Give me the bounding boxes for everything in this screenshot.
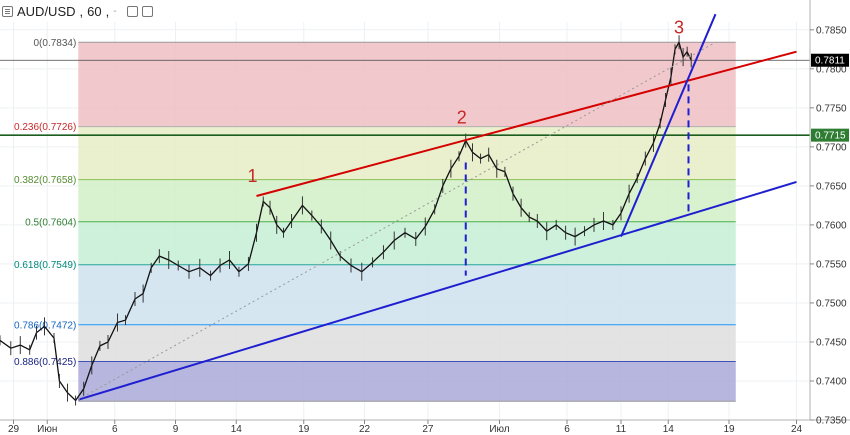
price-tick-label: 0.7800 — [816, 64, 847, 75]
trendline-dotted-gray — [78, 41, 716, 401]
price-tick-label: 0.7350 — [816, 416, 847, 427]
box-icon[interactable] — [126, 5, 138, 17]
time-tick-label: 14 — [231, 424, 243, 435]
price-badge-label: 0.7715 — [815, 131, 846, 142]
price-badge-label: 0.7811 — [815, 56, 845, 67]
symbol-label[interactable]: AUD/USD — [17, 3, 76, 19]
fib-zone — [78, 221, 736, 265]
price-tick-label: 0.7850 — [816, 25, 847, 36]
price-badge — [811, 53, 849, 67]
time-tick-label: 14 — [663, 424, 675, 435]
fib-level-label: 0.5(0.7604) — [25, 217, 76, 228]
time-tick-label: 19 — [298, 424, 310, 435]
price-tick-label: 0.7700 — [816, 142, 847, 153]
trendline-red-channel — [256, 50, 797, 197]
fib-zone — [78, 361, 736, 402]
trendline-blue-steep — [620, 13, 717, 237]
price-badge — [811, 128, 849, 142]
price-tick-label: 0.7600 — [816, 220, 847, 231]
time-tick-label: 27 — [422, 424, 434, 435]
interval-separator: , — [105, 3, 110, 19]
price-tick-label: 0.7550 — [816, 259, 847, 270]
fib-level-label: 0(0.7834) — [33, 38, 76, 49]
time-tick-label: 11 — [616, 424, 627, 435]
price-axis-bg — [810, 0, 850, 435]
time-tick-label: 29 — [8, 424, 20, 435]
time-tick-label: Июн — [37, 424, 57, 435]
time-tick-label: 6 — [112, 424, 118, 435]
symbol-separator: , — [79, 3, 84, 19]
interval-label[interactable]: 60 — [87, 3, 102, 19]
trendlines — [0, 13, 810, 401]
time-tick-label: 22 — [359, 424, 371, 435]
fib-level-label: 0.382(0.7658) — [14, 175, 76, 186]
price-tick-label: 0.7400 — [816, 376, 847, 387]
fib-zone — [78, 264, 736, 325]
time-tick-label: 9 — [173, 424, 179, 435]
menu-icon[interactable] — [2, 5, 13, 17]
fib-level-label: 0.618(0.7549) — [14, 260, 76, 271]
fib-zone — [78, 324, 736, 362]
time-tick-label: 19 — [723, 424, 735, 435]
chart-toolbar: AUD/USD, 60, - — [2, 2, 153, 20]
box-icon[interactable] — [141, 5, 153, 17]
fib-level-label: 0.786(0.7472) — [14, 320, 76, 331]
interval-dropdown[interactable]: - — [113, 5, 117, 17]
time-tick-label: 24 — [791, 424, 803, 435]
fib-level-label: 0.886(0.7425) — [14, 357, 76, 368]
time-tick-label: Июл — [489, 424, 509, 435]
fib-zone — [78, 42, 736, 127]
time-tick-label: 6 — [564, 424, 570, 435]
price-tick-label: 0.7450 — [816, 337, 847, 348]
price-tick-label: 0.7750 — [816, 103, 847, 114]
wave-label-2: 2 — [457, 107, 467, 127]
wave-labels: 1 2 3 — [247, 18, 684, 186]
price-tick-label: 0.7650 — [816, 181, 847, 192]
wave-label-3: 3 — [674, 18, 684, 38]
trendline-blue-support — [78, 181, 797, 401]
price-tick-label: 0.7500 — [816, 298, 847, 309]
price-series — [0, 35, 692, 406]
fib-level-label: 0.236(0.7726) — [14, 122, 76, 133]
wave-label-1: 1 — [247, 166, 257, 186]
